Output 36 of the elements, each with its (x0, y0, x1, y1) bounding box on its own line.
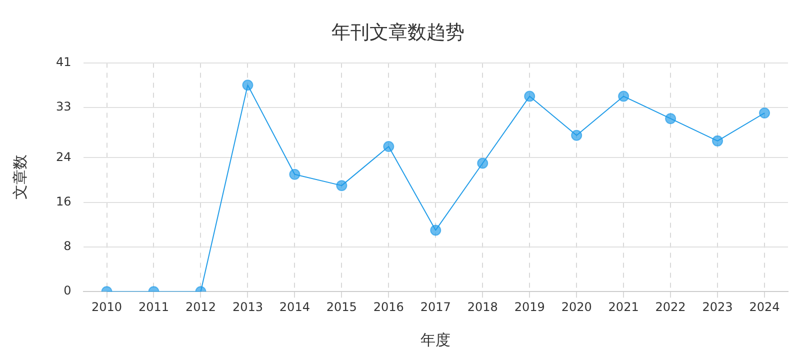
y-tick-label: 33 (56, 100, 72, 114)
point (712, 135, 724, 146)
x-tick-label: 2013 (232, 300, 263, 314)
point (524, 90, 536, 102)
x-tick-label: 2011 (138, 300, 170, 314)
x-tick-label: 2015 (326, 300, 357, 314)
x-tick-label: 2022 (655, 300, 686, 314)
point (336, 180, 348, 192)
x-tick-label: 2020 (561, 300, 592, 314)
y-tick-label: 0 (64, 284, 72, 298)
x-tick-label: 2012 (185, 300, 216, 314)
point (242, 80, 254, 91)
x-tick-label: 2016 (373, 300, 404, 314)
x-tick-label: 2024 (749, 300, 780, 314)
x-tick-label: 2017 (420, 300, 451, 314)
x-tick-label: 2019 (514, 300, 545, 314)
point (571, 130, 582, 141)
x-tick-label: 2023 (702, 300, 733, 314)
y-tick-label: 24 (56, 150, 72, 164)
point (430, 224, 442, 236)
x-tick-label: 2014 (279, 300, 310, 314)
point (477, 158, 488, 169)
x-tick-label: 2021 (608, 300, 639, 314)
x-tick-label: 2010 (91, 300, 122, 314)
point (665, 113, 676, 124)
point (383, 141, 394, 152)
chart-title: 年刊文章数趋势 (332, 21, 464, 44)
y-tick-label: 16 (56, 194, 72, 208)
y-tick-label: 41 (56, 54, 72, 69)
x-axis-title: 年度 (420, 330, 451, 349)
y-tick-label: 8 (64, 239, 72, 254)
point (759, 108, 770, 119)
x-tick-label: 2018 (467, 300, 498, 314)
point (289, 168, 300, 180)
point (618, 90, 630, 102)
y-axis-title: 文章数 (10, 154, 29, 200)
